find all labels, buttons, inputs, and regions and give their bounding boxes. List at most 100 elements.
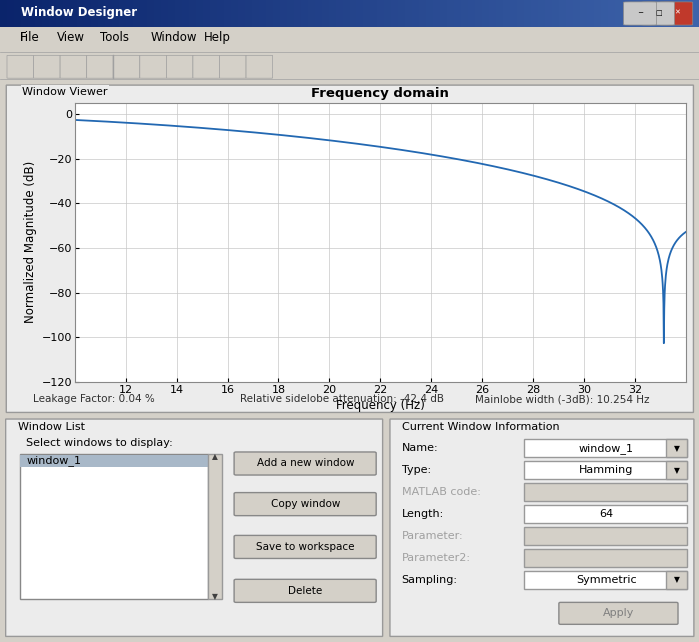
Bar <box>419 0 426 27</box>
Bar <box>308 0 315 27</box>
Text: Relative sidelobe attenuation: -42.4 dB: Relative sidelobe attenuation: -42.4 dB <box>240 394 444 404</box>
Bar <box>98 0 105 27</box>
Text: Window: Window <box>151 31 198 44</box>
Text: window_1: window_1 <box>579 443 634 454</box>
Bar <box>461 0 468 27</box>
FancyBboxPatch shape <box>624 2 656 25</box>
Bar <box>20 454 208 599</box>
Bar <box>294 0 301 27</box>
Bar <box>28 0 35 27</box>
Bar <box>63 0 70 27</box>
Bar <box>370 0 377 27</box>
Bar <box>440 0 447 27</box>
Text: □: □ <box>655 10 662 16</box>
Bar <box>524 550 687 567</box>
Bar <box>175 0 182 27</box>
Bar <box>580 0 587 27</box>
Bar <box>245 0 252 27</box>
Bar <box>622 0 629 27</box>
Bar <box>447 0 454 27</box>
Bar <box>56 0 63 27</box>
Bar <box>21 0 28 27</box>
Bar <box>545 0 552 27</box>
Text: Current Window Information: Current Window Information <box>401 422 559 431</box>
FancyBboxPatch shape <box>234 492 376 516</box>
Text: ▼: ▼ <box>674 575 679 584</box>
FancyBboxPatch shape <box>113 55 140 78</box>
FancyBboxPatch shape <box>234 579 376 602</box>
FancyBboxPatch shape <box>6 85 693 412</box>
Bar <box>35 0 42 27</box>
Text: Name:: Name: <box>401 443 438 453</box>
Text: MATLAB code:: MATLAB code: <box>401 487 480 497</box>
Text: Parameter:: Parameter: <box>401 531 463 541</box>
Text: Symmetric: Symmetric <box>576 575 637 585</box>
Bar <box>636 0 643 27</box>
Text: Tools: Tools <box>100 31 129 44</box>
Text: Delete: Delete <box>288 586 322 596</box>
Bar <box>363 0 370 27</box>
FancyBboxPatch shape <box>234 452 376 475</box>
Bar <box>147 0 154 27</box>
X-axis label: Frequency (Hz): Frequency (Hz) <box>336 399 425 412</box>
Bar <box>524 0 531 27</box>
Bar <box>350 0 356 27</box>
Bar <box>503 0 510 27</box>
Text: ▲: ▲ <box>212 452 217 461</box>
Text: Hamming: Hamming <box>579 465 633 475</box>
Bar <box>412 0 419 27</box>
Bar <box>377 0 384 27</box>
FancyBboxPatch shape <box>234 535 376 559</box>
Bar <box>524 571 687 589</box>
Text: ▼: ▼ <box>674 444 679 453</box>
Bar <box>692 0 699 27</box>
Bar <box>356 0 363 27</box>
Bar <box>615 0 622 27</box>
Bar <box>384 0 391 27</box>
FancyBboxPatch shape <box>7 55 34 78</box>
Bar <box>405 0 412 27</box>
Text: Window Designer: Window Designer <box>21 6 137 19</box>
Bar <box>329 0 336 27</box>
FancyBboxPatch shape <box>559 602 678 624</box>
Bar <box>468 0 475 27</box>
Bar <box>238 0 245 27</box>
Bar <box>531 0 538 27</box>
Bar <box>126 0 133 27</box>
Bar <box>510 0 517 27</box>
Bar <box>133 0 140 27</box>
Bar <box>573 0 580 27</box>
Text: Add a new window: Add a new window <box>257 458 354 469</box>
Bar <box>343 0 350 27</box>
Bar <box>594 0 601 27</box>
Bar <box>77 0 84 27</box>
Text: Parameter2:: Parameter2: <box>401 553 470 563</box>
FancyBboxPatch shape <box>642 2 675 25</box>
Text: Length:: Length: <box>401 509 444 519</box>
Bar <box>140 0 147 27</box>
Bar <box>287 0 294 27</box>
Bar <box>601 0 608 27</box>
Bar <box>336 0 343 27</box>
Bar <box>252 0 259 27</box>
Bar <box>84 0 91 27</box>
Text: Help: Help <box>204 31 231 44</box>
FancyBboxPatch shape <box>660 2 693 25</box>
Bar <box>666 462 687 479</box>
FancyBboxPatch shape <box>60 55 87 78</box>
Bar <box>105 0 112 27</box>
Bar <box>587 0 594 27</box>
Bar <box>433 0 440 27</box>
Bar <box>7 0 14 27</box>
Title: Frequency domain: Frequency domain <box>311 87 449 100</box>
Bar <box>119 0 126 27</box>
Text: Sampling:: Sampling: <box>401 575 458 585</box>
Bar <box>566 0 573 27</box>
Bar <box>231 0 238 27</box>
Text: Window Viewer: Window Viewer <box>22 87 108 97</box>
FancyBboxPatch shape <box>87 55 113 78</box>
Bar <box>301 0 308 27</box>
Bar <box>224 0 231 27</box>
Bar <box>666 571 687 589</box>
Bar <box>629 0 636 27</box>
